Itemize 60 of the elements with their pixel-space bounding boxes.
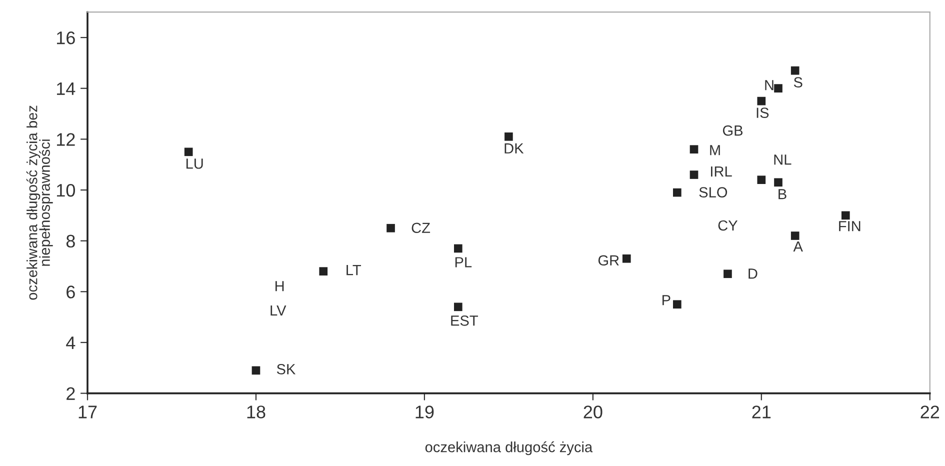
annotation: CZ <box>412 222 430 234</box>
annotation: N <box>765 80 774 90</box>
point <box>252 366 260 375</box>
y-tick-label: 8 <box>66 234 75 248</box>
point <box>790 66 800 75</box>
point <box>690 145 698 154</box>
y-tick-label: 10 <box>56 184 75 197</box>
annotation: LV <box>270 305 286 316</box>
annotation: P <box>662 295 670 306</box>
y-tick-label: 16 <box>56 31 75 44</box>
y-axis-title: oczekiwana długość życia bez niepełnosprawności <box>26 106 53 300</box>
point <box>757 96 766 106</box>
y-tick-label: 14 <box>56 82 76 95</box>
annotation: CY <box>718 220 738 231</box>
annotation: FIN <box>839 221 860 232</box>
annotation: DK <box>504 143 524 154</box>
x-axis-title: oczekiwana długość życia <box>425 441 593 456</box>
x-tick-label: 19 <box>416 406 434 418</box>
annotation: PL <box>455 257 472 268</box>
y-tick-label: 6 <box>66 286 75 298</box>
annotation: SLO <box>699 187 728 198</box>
point <box>841 211 850 220</box>
annotation: IS <box>756 108 769 118</box>
point <box>774 178 782 187</box>
y-tick-label: 2 <box>66 387 75 400</box>
annotation: NL <box>774 154 792 165</box>
annotation: S <box>794 77 802 88</box>
annotation: A <box>793 241 803 252</box>
point <box>790 232 800 240</box>
point <box>673 188 682 197</box>
point <box>724 270 732 278</box>
x-tick-label: 21 <box>752 406 771 418</box>
point <box>774 84 782 93</box>
annotation: GR <box>598 255 619 266</box>
annotation: EST <box>451 315 478 326</box>
annotation: M <box>710 145 720 156</box>
point <box>690 170 698 179</box>
point <box>757 176 766 184</box>
annotation: D <box>748 268 758 279</box>
y-tick-label: 4 <box>66 336 76 350</box>
point <box>504 132 513 141</box>
annotation: IRL <box>711 166 732 177</box>
annotation: LT <box>346 265 362 276</box>
annotation: SK <box>276 364 296 374</box>
point <box>319 267 328 276</box>
x-tick-label: 20 <box>584 406 602 418</box>
point <box>184 148 193 156</box>
annotation: H <box>276 281 284 292</box>
annotation: B <box>778 189 786 200</box>
point <box>386 224 395 232</box>
annotation: GB <box>722 125 743 136</box>
point <box>454 244 462 253</box>
x-tick-label: 22 <box>920 406 940 418</box>
annotation: LU <box>186 158 203 169</box>
x-tick-label: 17 <box>78 406 97 418</box>
point <box>673 300 682 309</box>
y-tick-label: 12 <box>56 133 75 146</box>
x-tick-label: 18 <box>247 406 266 418</box>
point <box>622 254 631 263</box>
point <box>454 302 462 312</box>
